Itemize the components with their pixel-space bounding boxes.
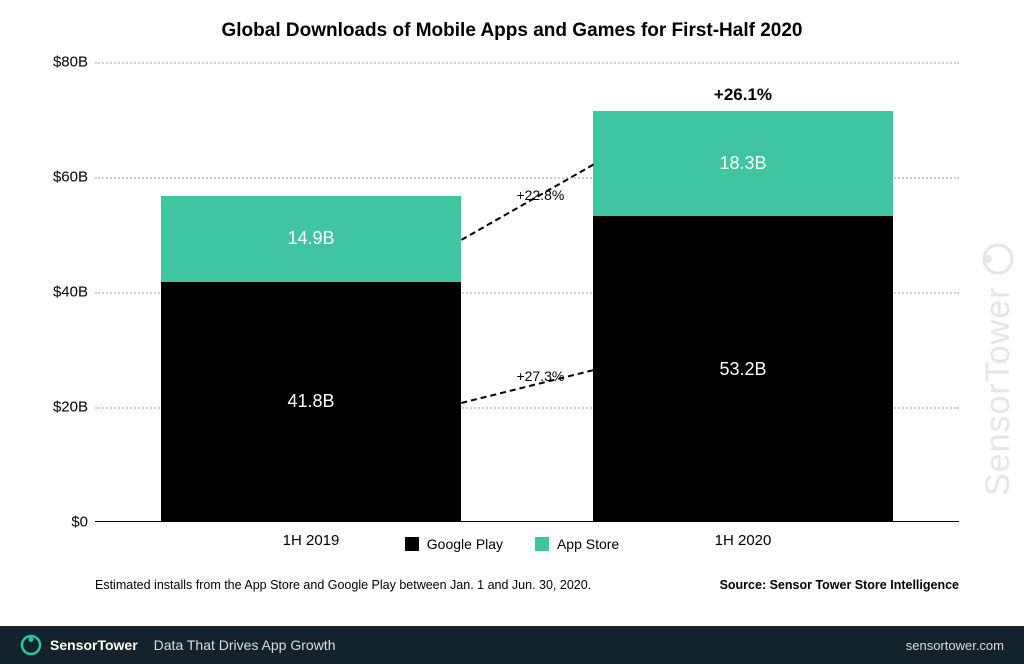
legend-label: Google Play (427, 536, 503, 552)
watermark-text: SensorTower (979, 287, 1018, 496)
y-tick-label: $60B (40, 169, 88, 186)
legend-swatch (405, 537, 419, 551)
legend-swatch (535, 537, 549, 551)
watermark-icon (981, 241, 1017, 277)
bar-top-label: +26.1% (593, 85, 893, 111)
y-tick-label: $80B (40, 54, 88, 71)
bar-segment-google-play: 53.2B (593, 216, 893, 522)
y-tick-label: $20B (40, 399, 88, 416)
chart-title: Global Downloads of Mobile Apps and Game… (0, 0, 1024, 42)
connector-label: +22.8% (516, 187, 564, 203)
gridline (95, 62, 959, 64)
legend-item-google-play: Google Play (405, 536, 503, 552)
footer-bar: SensorTower Data That Drives App Growth … (0, 626, 1024, 664)
footer-tagline: Data That Drives App Growth (154, 637, 336, 653)
footer-brand-text: SensorTower (50, 637, 138, 653)
legend: Google Play App Store (0, 536, 1024, 554)
watermark: SensorTower (979, 50, 1018, 496)
footnote-row: Estimated installs from the App Store an… (95, 578, 959, 592)
chart-container: Global Downloads of Mobile Apps and Game… (0, 0, 1024, 626)
footer-brand: SensorTower (20, 634, 138, 656)
y-tick-label: $40B (40, 284, 88, 301)
bar-segment-google-play: 41.8B (161, 282, 461, 522)
bar-segment-app-store: 18.3B (593, 111, 893, 216)
legend-label: App Store (557, 536, 619, 552)
footer-url: sensortower.com (906, 638, 1004, 653)
source-text: Source: Sensor Tower Store Intelligence (720, 578, 959, 592)
connector-label: +27.3% (516, 368, 564, 384)
plot-area: $0$20B$40B$60B$80B41.8B14.9B1H 201953.2B… (95, 62, 959, 522)
footnote-text: Estimated installs from the App Store an… (95, 578, 591, 592)
brand-icon (20, 634, 42, 656)
y-tick-label: $0 (40, 514, 88, 531)
legend-item-app-store: App Store (535, 536, 619, 552)
bar-segment-app-store: 14.9B (161, 196, 461, 282)
